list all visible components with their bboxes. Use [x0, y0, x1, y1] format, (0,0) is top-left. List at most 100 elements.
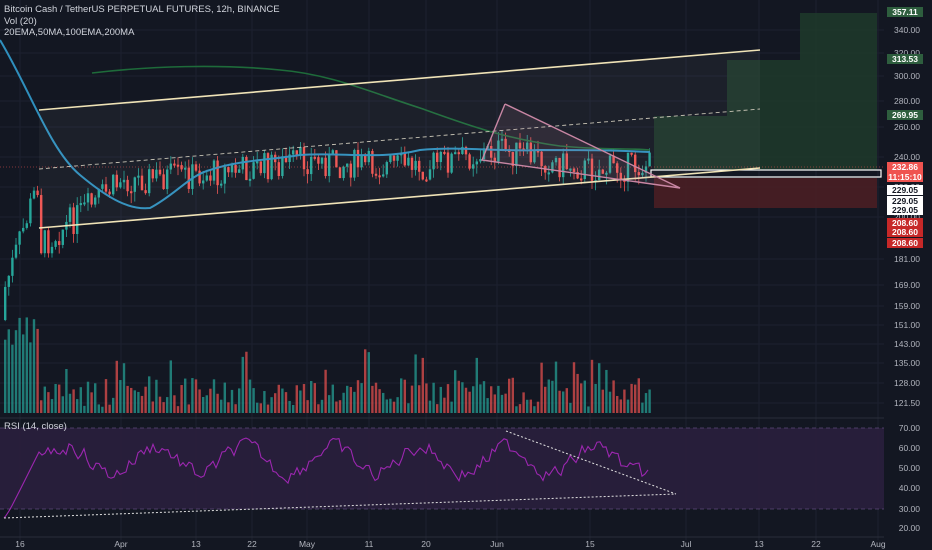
- candle-body: [122, 179, 126, 183]
- candle-body: [83, 202, 86, 205]
- candle-body: [126, 179, 129, 192]
- candle-body: [637, 172, 640, 176]
- volume-bar: [104, 379, 108, 413]
- volume-bar: [155, 379, 158, 413]
- volume-bar: [544, 386, 547, 413]
- candle-body: [608, 155, 612, 173]
- candle-body: [155, 169, 158, 179]
- volume-bar: [180, 385, 183, 413]
- candle-body: [58, 241, 61, 245]
- candle-body: [144, 190, 147, 194]
- ema-indicator-label[interactable]: 20EMA,50MA,100EMA,200MA: [4, 27, 135, 38]
- candle-body: [130, 191, 133, 194]
- volume-bar: [400, 378, 403, 413]
- candle-body: [367, 150, 370, 163]
- volume-bar: [133, 390, 136, 413]
- candle-body: [338, 167, 342, 179]
- volume-bar: [295, 385, 298, 413]
- volume-bar: [580, 383, 583, 413]
- candle-body: [97, 188, 100, 198]
- candle-body: [454, 152, 457, 155]
- time-tick-label: Jul: [681, 539, 692, 549]
- candle-body: [504, 138, 507, 150]
- price-tag-label: 208.60: [892, 238, 918, 248]
- volume-bar: [378, 389, 381, 413]
- candle-body: [374, 173, 378, 176]
- volume-bar: [176, 406, 180, 413]
- channel-median: [38, 108, 761, 170]
- volume-bar: [310, 380, 313, 413]
- volume-bar: [292, 404, 295, 413]
- channel-fill: [39, 50, 760, 228]
- candle-body: [572, 168, 576, 173]
- volume-bar: [151, 401, 154, 413]
- candle-body: [18, 231, 21, 245]
- candle-body: [72, 207, 75, 234]
- candle-body: [36, 190, 39, 196]
- candle-body: [86, 193, 90, 203]
- volume-bar: [472, 386, 475, 413]
- price-axis-bg: [884, 0, 932, 540]
- volume-bar: [547, 379, 550, 413]
- candle-body: [187, 167, 190, 189]
- price-tag-label: 269.95: [892, 110, 918, 120]
- candle-body: [90, 193, 93, 205]
- price-tag-target: [887, 54, 923, 64]
- candle-body: [439, 151, 442, 163]
- time-tick-label: 16: [15, 539, 25, 549]
- price-axis[interactable]: 340.00320.00300.00280.00260.00240.00220.…: [884, 0, 932, 540]
- candle-body: [356, 149, 360, 168]
- candle-body: [173, 163, 176, 166]
- price-tag-label: 11:15:10: [888, 172, 922, 182]
- trade-zones: [650, 13, 882, 208]
- volume-bar: [54, 384, 57, 413]
- candle-body: [158, 169, 162, 175]
- candle-body: [540, 151, 543, 167]
- volume-bar: [558, 390, 561, 413]
- time-axis[interactable]: 16 Apr 13 22 May 11 20 Jun 15 Jul 13 22 Aug: [0, 536, 886, 549]
- candle-body: [263, 153, 266, 174]
- volume-bar: [83, 405, 86, 413]
- candle-body: [259, 161, 262, 174]
- candle-body: [180, 165, 183, 170]
- volume-bar: [277, 384, 280, 413]
- volume-bar: [479, 384, 482, 413]
- volume-bar: [126, 385, 129, 413]
- candle-body: [414, 160, 417, 170]
- volume-bar: [536, 401, 540, 413]
- volume-bar: [587, 406, 590, 413]
- candle-body: [590, 158, 594, 181]
- candle-body: [601, 169, 604, 174]
- candle-body: [212, 160, 216, 181]
- price-tag-label: 229.05: [892, 205, 918, 215]
- volume-bar: [428, 400, 432, 413]
- volume-bar: [61, 396, 64, 413]
- volume-bar: [565, 388, 568, 413]
- candle-body: [115, 174, 118, 188]
- volume-bar: [187, 404, 190, 413]
- volume-bar: [572, 362, 576, 413]
- volume-bar: [641, 402, 644, 413]
- time-tick-label: 13: [754, 539, 764, 549]
- volume-bar: [119, 380, 122, 413]
- candle-body: [238, 169, 241, 173]
- price-tag-label: 357.11: [892, 7, 918, 17]
- volume-indicator-label[interactable]: Vol (20): [4, 16, 37, 27]
- candle-body: [299, 147, 302, 156]
- candle-body: [324, 157, 327, 177]
- time-tick-label: Aug: [870, 539, 885, 549]
- symbol-title[interactable]: Bitcoin Cash / TetherUS PERPETUAL FUTURE…: [4, 4, 280, 15]
- drawings[interactable]: [38, 49, 761, 229]
- volume-bar: [598, 363, 601, 413]
- rsi-indicator-label[interactable]: RSI (14, close): [4, 421, 67, 432]
- candle-body: [526, 142, 529, 150]
- candle-body: [68, 207, 72, 222]
- candle-body: [245, 156, 248, 181]
- candle-body: [94, 197, 97, 205]
- stop-zone: [654, 178, 727, 208]
- volume-bar: [486, 398, 489, 413]
- price-tag-countdown: [887, 172, 923, 182]
- volume-bar: [50, 399, 54, 413]
- candle-body: [104, 184, 108, 192]
